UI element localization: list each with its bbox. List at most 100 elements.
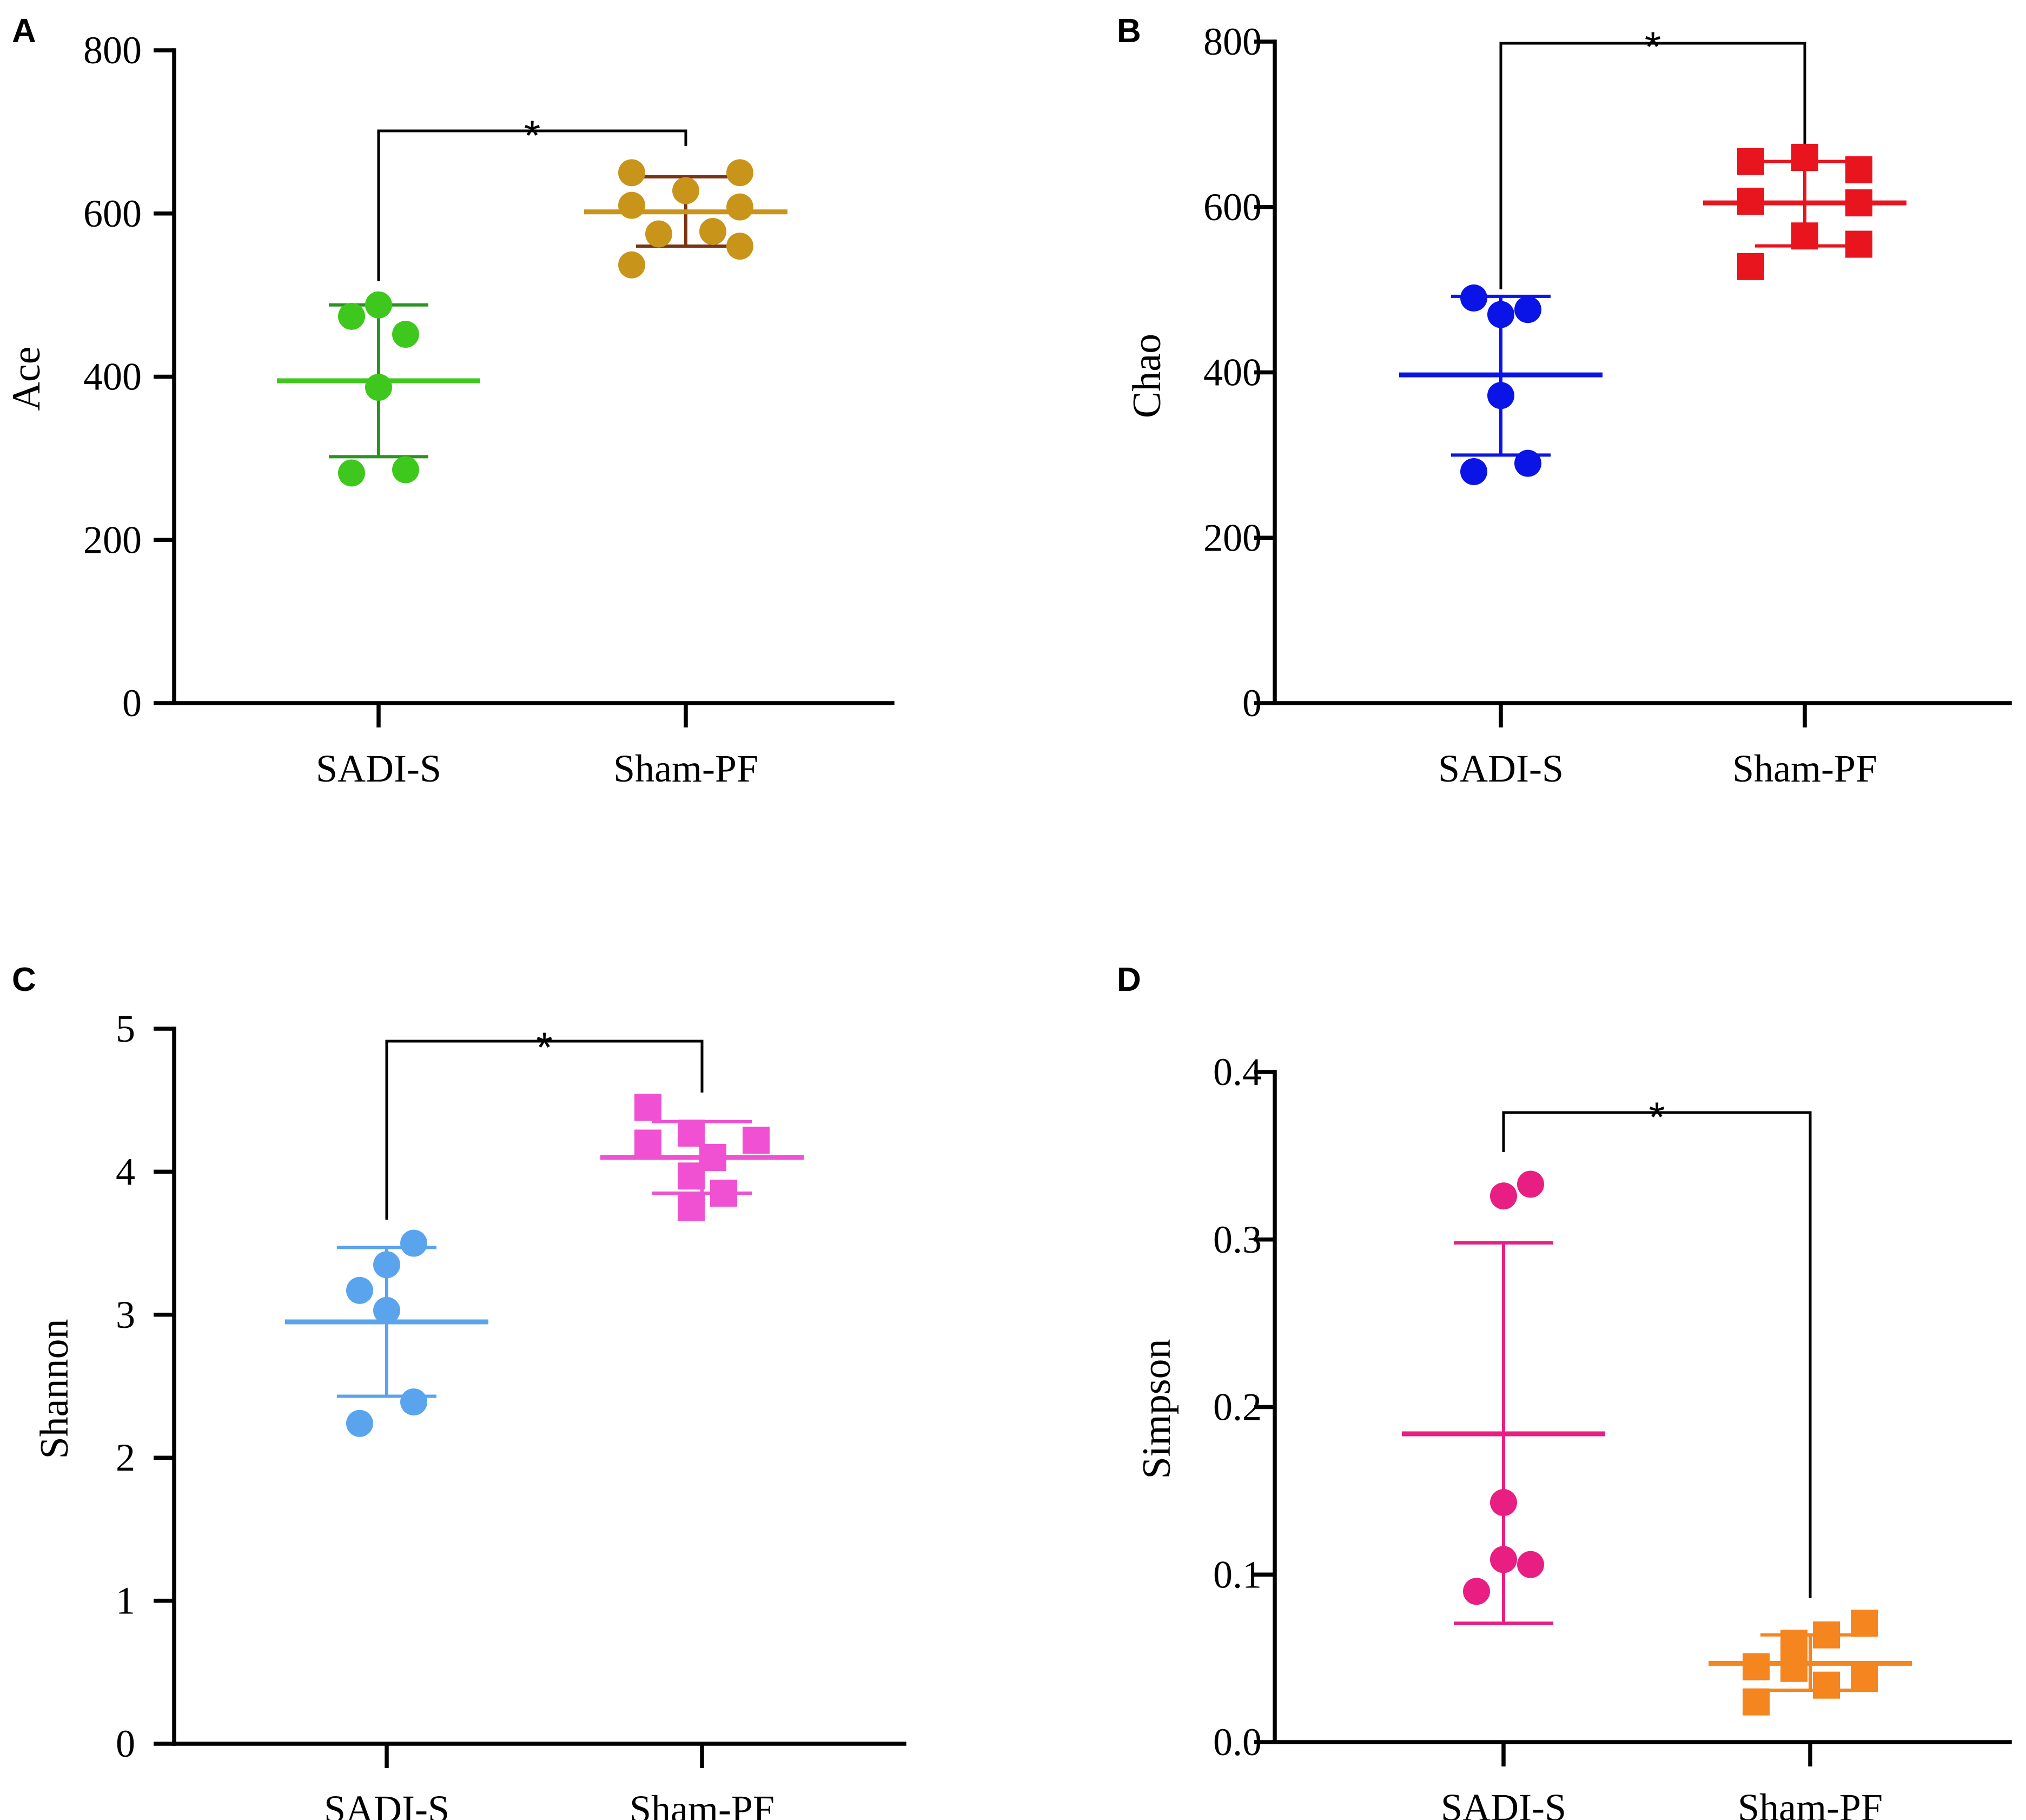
data-point — [672, 177, 699, 204]
panel-b: B 0 200 400 600 800 SADI-S Sham-PF Chao * — [1117, 12, 2012, 790]
data-point — [392, 456, 419, 484]
y-tick-label: 0 — [122, 681, 142, 725]
data-point — [373, 1296, 400, 1324]
data-point — [618, 191, 645, 219]
data-point — [1743, 1653, 1770, 1680]
data-point — [1737, 148, 1764, 175]
data-point — [1780, 1654, 1807, 1682]
data-point — [346, 1276, 373, 1304]
data-point — [1463, 1578, 1490, 1605]
y-tick-label: 600 — [83, 192, 142, 235]
y-tick-label: 800 — [83, 29, 142, 72]
y-axis-title: Chao — [1125, 334, 1169, 418]
data-point — [1743, 1688, 1770, 1716]
data-point — [1490, 1182, 1517, 1210]
panel-c: C 0 1 2 3 4 5 SADI-S Sham-PF Shannon * — [12, 961, 906, 1820]
panel-label: C — [12, 961, 36, 998]
data-point — [678, 1194, 705, 1221]
data-point — [392, 321, 419, 348]
x-tick-label: SADI-S — [1438, 747, 1564, 790]
data-point — [373, 1251, 400, 1279]
y-tick-label: 0 — [1242, 681, 1262, 725]
y-tick-label: 2 — [116, 1436, 135, 1479]
y-tick-label: 5 — [116, 1007, 135, 1050]
data-point — [1487, 301, 1514, 328]
y-axis-title: Shannon — [32, 1319, 77, 1459]
data-point — [726, 159, 753, 187]
data-point — [1813, 1671, 1840, 1699]
x-tick-label: Sham-PF — [1738, 1786, 1883, 1820]
significance-star: * — [1645, 23, 1661, 70]
series-sham-pf — [1703, 144, 1906, 280]
x-tick-label: Sham-PF — [613, 747, 758, 790]
data-point — [645, 220, 672, 248]
y-tick-label: 1 — [116, 1579, 135, 1623]
data-point — [1517, 1170, 1544, 1198]
data-point — [1851, 1665, 1878, 1692]
y-tick-label: 3 — [116, 1293, 135, 1336]
panel-label: A — [12, 12, 36, 50]
y-tick-label: 400 — [83, 355, 142, 399]
series-sadi-s — [277, 291, 480, 487]
y-tick-label: 0.0 — [1213, 1720, 1262, 1764]
y-tick-label: 200 — [1203, 516, 1262, 559]
data-point — [1845, 189, 1872, 217]
significance-bracket — [1502, 1111, 1812, 1598]
data-point — [1487, 382, 1514, 409]
data-point — [710, 1180, 737, 1207]
significance-star: * — [1648, 1093, 1665, 1141]
data-point — [365, 291, 392, 319]
panel-label: B — [1117, 12, 1141, 50]
data-point — [634, 1129, 661, 1157]
significance-bracket — [385, 1040, 704, 1220]
data-point — [338, 302, 365, 330]
panel-label: D — [1117, 961, 1141, 998]
series-sadi-s — [285, 1229, 488, 1437]
data-point — [365, 374, 392, 401]
data-point — [1517, 1551, 1544, 1578]
data-point — [618, 251, 645, 279]
data-point — [678, 1162, 705, 1190]
data-point — [634, 1094, 661, 1121]
y-tick-label: 0.2 — [1213, 1386, 1262, 1429]
data-point — [400, 1229, 427, 1257]
data-point — [1791, 144, 1818, 171]
significance-star: * — [536, 1023, 552, 1071]
significance-bracket — [377, 129, 687, 281]
y-tick-label: 0.4 — [1213, 1050, 1262, 1094]
data-point — [400, 1388, 427, 1416]
data-point — [346, 1409, 373, 1437]
series-sadi-s — [1399, 284, 1603, 485]
y-tick-label: 800 — [1203, 20, 1262, 63]
significance-bracket — [1499, 42, 1806, 289]
data-point — [1514, 296, 1541, 323]
data-point — [1845, 156, 1872, 183]
data-point — [743, 1127, 770, 1154]
x-tick-label: SADI-S — [316, 747, 441, 790]
data-point — [726, 193, 753, 221]
series-sham-pf — [600, 1094, 804, 1221]
y-tick-label: 0 — [116, 1722, 135, 1765]
data-point — [678, 1120, 705, 1147]
data-point — [726, 233, 753, 260]
data-point — [1514, 449, 1541, 477]
y-tick-label: 400 — [1203, 351, 1262, 394]
data-point — [1845, 230, 1872, 258]
y-tick-label: 0.3 — [1213, 1218, 1262, 1261]
y-tick-label: 200 — [83, 518, 142, 561]
x-tick-label: SADI-S — [1441, 1786, 1566, 1820]
data-point — [1490, 1489, 1517, 1517]
x-tick-label: Sham-PF — [630, 1788, 774, 1820]
data-point — [1851, 1610, 1878, 1637]
data-point — [1460, 458, 1487, 485]
panel-a: A 0 200 400 600 800 SADI-S Sham-PF Ace * — [4, 12, 895, 790]
y-axis-title: Ace — [4, 346, 49, 411]
y-tick-label: 600 — [1203, 186, 1262, 229]
data-point — [1813, 1621, 1840, 1649]
data-point — [338, 459, 365, 487]
data-point — [618, 159, 645, 187]
data-point — [1737, 188, 1764, 215]
x-tick-label: SADI-S — [324, 1788, 449, 1820]
data-point — [1490, 1546, 1517, 1573]
